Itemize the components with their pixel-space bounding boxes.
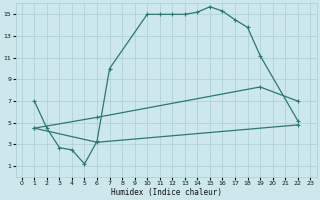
X-axis label: Humidex (Indice chaleur): Humidex (Indice chaleur) — [110, 188, 221, 197]
